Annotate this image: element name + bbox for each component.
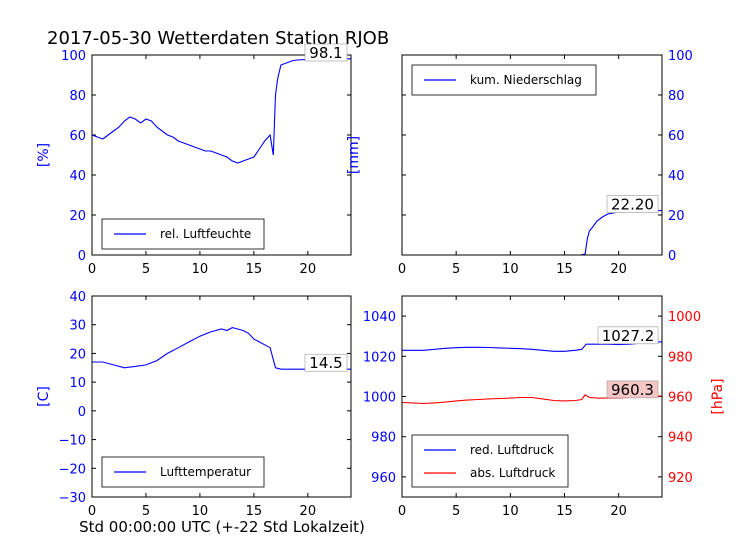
x-tick-label: 10 [192,262,209,277]
x-tick-label: 15 [246,262,263,277]
x-tick-label: 10 [502,262,519,277]
x-tick-label: 20 [610,504,627,519]
y-axis-label: [mm] [346,136,362,174]
legend-label: red. Luftdruck [470,443,554,457]
series-line [92,58,351,164]
y-tick-label: 30 [69,319,86,334]
chart-panel-bottom-left: 0 5 10 15 20 −30 −20 −10 0 10 20 30 40 [C] Lufttempera… [36,290,352,519]
chart-panel-bottom-right: 0 5 10 15 20 960 980 1000 1020 1040 920 940 960 980 10… [363,295,726,519]
x-tick-label: 5 [452,262,460,277]
x-tick-label: 0 [88,504,96,519]
x-tick-label: 10 [502,504,519,519]
value-annotation: 1027.2 [597,326,659,345]
legend-label: rel. Luftfeuchte [160,227,251,241]
y-tick-label: −30 [59,491,86,506]
y-tick-label: 1040 [363,310,396,325]
x-tick-label: 20 [610,262,627,277]
y-tick-label: −20 [59,462,86,477]
x-tick-label: 15 [556,262,573,277]
y-tick-label: 40 [69,290,86,305]
annotation-text: 98.1 [309,44,342,62]
y-tick-label: 0 [78,249,86,264]
annotation-text: 22.20 [611,196,654,214]
x-tick-label: 5 [142,262,150,277]
series-line [402,210,662,255]
series-line [402,341,662,352]
y-tick-label: 960 [371,471,396,486]
y-tick-label: 20 [69,347,86,362]
y-tick-label-right: 40 [668,169,685,184]
y-tick-label: 100 [61,49,86,64]
annotation-box [304,353,348,372]
x-tick-label: 10 [192,504,209,519]
y-axis-label: [%] [36,143,52,167]
y-tick-label: −10 [59,434,86,449]
y-axis-label: [C] [36,386,52,407]
x-tick-label: 5 [142,504,150,519]
y-tick-label: 980 [371,431,396,446]
legend: red. Luftdruck abs. Luftdruck [411,434,569,488]
y-tick-label: 1020 [363,350,396,365]
y-tick-label: 80 [69,89,86,104]
annotation-box [304,43,348,62]
axes-frame [91,295,352,498]
y-tick-label: 10 [69,376,86,391]
x-tick-label: 15 [246,504,263,519]
value-annotation: 22.20 [606,195,659,214]
axes-frame [401,295,663,498]
y-tick-label-right: 960 [668,391,693,406]
x-axis-label: Std 00:00:00 UTC (+-22 Std Lokalzeit) [79,518,365,536]
legend-label: Lufttemperatur [160,465,251,479]
annotation-box [606,380,659,399]
legend-label: abs. Luftdruck [470,466,555,480]
annotation-box [597,326,659,345]
y-tick-label: 20 [69,209,86,224]
y-tick-label-right: 940 [668,431,693,446]
axes-frame [401,54,663,256]
legend-label: kum. Niederschlag [470,73,582,87]
x-tick-label: 0 [398,262,406,277]
chart-panel-top-left: 0 5 10 15 20 0 20 40 60 80 100 [%] rel. Luftfeuchte 9… [36,43,352,277]
x-tick-label: 15 [556,504,573,519]
x-tick-label: 0 [398,504,406,519]
value-annotation: 98.1 [304,43,348,62]
value-annotation: 14.5 [304,353,348,372]
axes-frame [91,54,352,256]
x-tick-label: 20 [300,504,317,519]
y-tick-label-right: 920 [668,471,693,486]
chart-panel-top-right: 0 5 10 15 20 0 20 40 60 80 100 [mm] kum. Niederschla… [346,49,693,277]
annotation-box [606,195,659,213]
y-tick-label-right: 60 [668,129,685,144]
value-annotation: 960.3 [606,380,659,399]
x-tick-label: 0 [88,262,96,277]
x-tick-label: 5 [452,504,460,519]
series-line [92,327,351,370]
y-tick-label: 1000 [363,391,396,406]
legend-box [411,434,569,488]
legend: Lufttemperatur [101,456,265,488]
annotation-text: 14.5 [309,354,342,372]
y-tick-label: 40 [69,169,86,184]
x-tick-label: 20 [300,262,317,277]
y-tick-label-right: 980 [668,350,693,365]
y-tick-label-right: 1000 [668,310,701,325]
legend: kum. Niederschlag [411,64,597,96]
y-tick-label-right: 0 [668,249,676,264]
annotation-text: 960.3 [611,381,654,399]
y-tick-label-right: 100 [668,49,693,64]
y-tick-label-right: 20 [668,209,685,224]
legend: rel. Luftfeuchte [101,218,265,250]
y-tick-label: 60 [69,129,86,144]
figure-title: 2017-05-30 Wetterdaten Station RJOB [47,28,389,49]
y-tick-label-right: 80 [668,89,685,104]
y-tick-label: 0 [78,405,86,420]
y-axis-label-right: [hPa] [710,378,726,414]
annotation-text: 1027.2 [602,327,655,345]
